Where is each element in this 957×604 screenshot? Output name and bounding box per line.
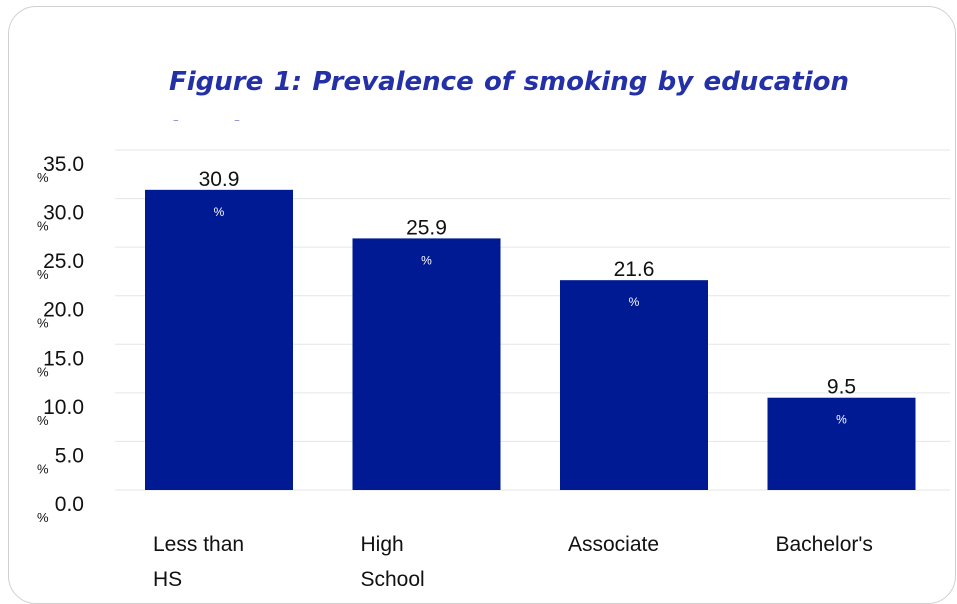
y-tick-label: % xyxy=(37,364,49,379)
y-tick-label: 30.0 xyxy=(43,202,84,225)
data-label: % xyxy=(214,205,225,219)
y-tick-label: % xyxy=(37,219,49,234)
y-tick-label: % xyxy=(37,316,49,331)
x-tick-label: Bachelor's xyxy=(776,533,873,556)
x-tick-label: High xyxy=(361,533,404,556)
y-tick-label: 15.0 xyxy=(43,347,84,370)
y-tick-label: % xyxy=(37,170,49,185)
y-tick-label: 35.0 xyxy=(43,153,84,176)
y-tick-label: % xyxy=(37,510,49,525)
y-tick-label: 25.0 xyxy=(43,250,84,273)
bar xyxy=(145,189,293,491)
bar xyxy=(352,238,501,490)
bar-chart: 0.0%5.0%10.0%15.0%20.0%25.0%30.0%35.0% 30… xyxy=(37,149,950,588)
x-tick-label: HS xyxy=(153,568,182,588)
y-tick-label: % xyxy=(37,461,49,476)
y-tick-label: % xyxy=(37,267,49,282)
x-tick-label: Associate xyxy=(568,533,659,556)
bar xyxy=(560,280,708,490)
x-tick-label: Less than xyxy=(153,533,244,556)
data-label: % xyxy=(421,253,432,267)
data-label: 30.9 xyxy=(199,168,240,191)
y-tick-label: 10.0 xyxy=(43,396,84,419)
y-tick-label: % xyxy=(37,413,49,428)
chart-title: Figure 1: Prevalence of smoking by educa… xyxy=(169,67,849,121)
data-label: % xyxy=(629,295,640,309)
data-label: 9.5 xyxy=(827,376,856,399)
x-tick-label: School xyxy=(361,568,425,588)
data-label: % xyxy=(836,413,847,427)
bar xyxy=(767,397,916,490)
y-tick-label: 0.0 xyxy=(55,493,84,516)
data-label: 25.9 xyxy=(406,216,447,239)
y-tick-label: 5.0 xyxy=(55,444,84,467)
y-tick-label: 20.0 xyxy=(43,299,84,322)
data-label: 21.6 xyxy=(614,258,655,281)
